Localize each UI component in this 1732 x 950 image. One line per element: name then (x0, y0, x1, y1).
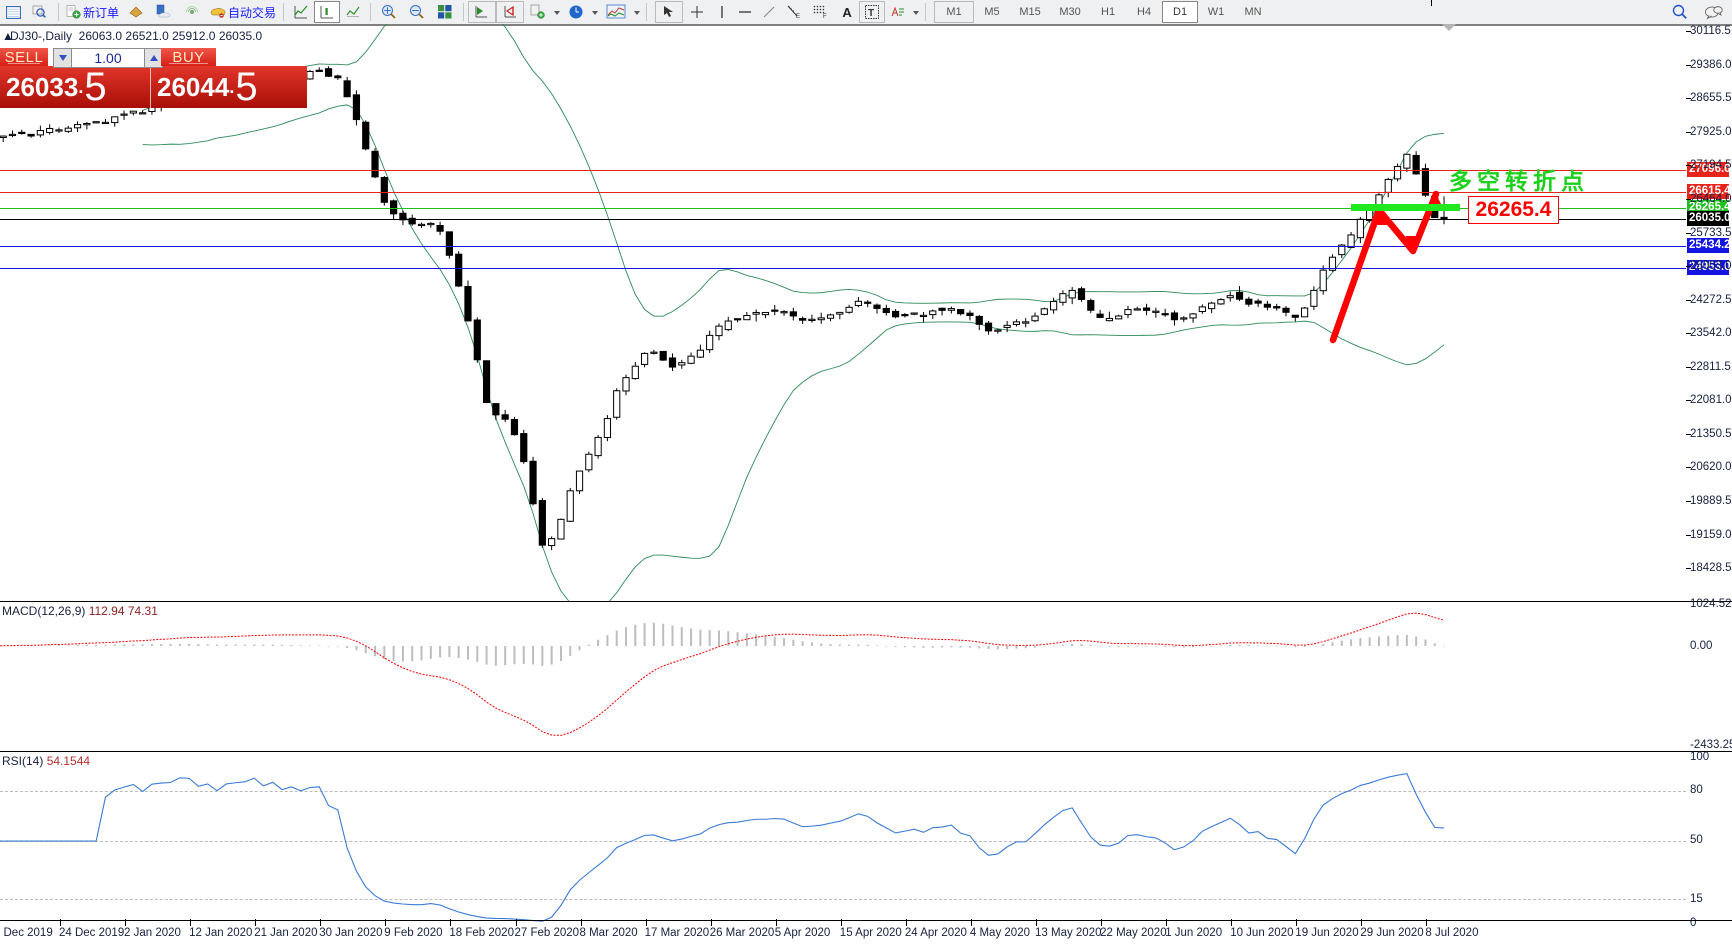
svg-text:T: T (868, 8, 874, 19)
svg-text:F: F (823, 14, 827, 19)
svg-text:E: E (796, 14, 800, 19)
